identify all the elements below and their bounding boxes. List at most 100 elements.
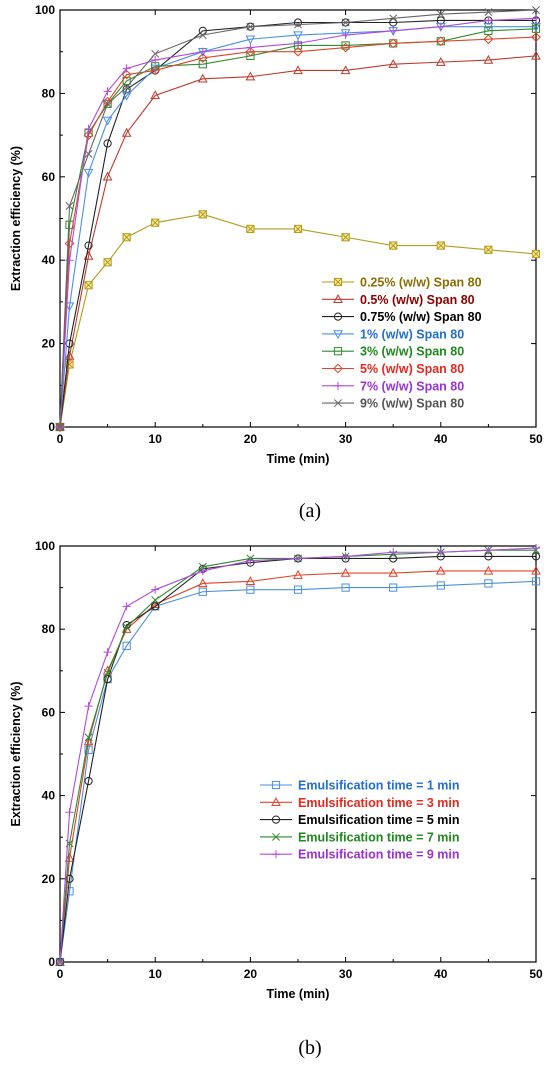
chart-a: 0 20 40 60 80 100 0 10 20 30 40 50 Time (min) Extract… [0,0,550,530]
x-tick-label: 10 [149,432,163,446]
data-point [197,53,208,63]
data-point [293,31,303,41]
data-point [340,65,351,75]
data-point [341,552,350,561]
legend-label: Emulsification time = 5 min [298,813,460,827]
legend-marker [271,797,281,806]
plot-frame [59,545,537,963]
data-point [389,26,398,35]
data-point [483,34,494,45]
data-point [103,675,112,684]
data-point [103,668,112,677]
data-point [293,18,303,27]
data-point [103,258,112,267]
data-point [246,556,255,565]
data-point [103,647,112,657]
data-point [436,241,445,250]
series-7 [55,14,541,432]
series-line [59,549,536,963]
series-3 [55,16,541,432]
data-point [121,91,132,101]
data-point [389,583,398,592]
data-point [293,65,303,75]
data-point [64,852,75,862]
data-point [84,776,93,786]
data-point [65,339,74,348]
data-point [198,47,207,56]
data-point [122,602,131,611]
data-point [293,585,303,594]
data-point [151,596,160,605]
data-point [103,87,112,96]
x-tick-label: 40 [434,967,448,981]
data-point [294,20,302,29]
data-point [484,16,493,25]
plot-frame [59,9,537,428]
data-point [84,702,93,711]
data-point [122,233,131,242]
x-tick-label: 50 [529,432,543,446]
chart-b-svg: 0 20 40 60 80 100 0 10 20 30 40 50 Time (min) Extract… [9,539,543,1059]
data-point [293,224,303,234]
data-point [122,620,131,630]
data-point [246,51,255,60]
data-point [197,73,208,83]
data-point [198,587,207,596]
series-2 [55,50,541,431]
series-line [59,570,536,963]
x-axis: 0 10 20 30 40 50 [57,546,543,981]
data-point [436,548,445,557]
series-line [59,9,537,428]
legend-label: 0.25% (w/w) Span 80 [360,276,482,290]
series-line [59,547,537,963]
series-line [59,19,536,428]
series-line [59,17,537,428]
data-point [122,85,131,94]
legend-label: Emulsification time = 3 min [298,796,460,810]
x-tick-label: 40 [434,432,448,446]
data-point [436,10,445,19]
legend-label: 3% (w/w) Span 80 [360,345,464,359]
series-1 [55,210,541,432]
data-point [340,29,351,39]
data-point [64,350,75,360]
data-point [150,65,161,76]
y-axis: 0 20 40 60 80 100 [35,3,536,434]
data-point [484,579,493,588]
panel-label: (a) [299,500,321,522]
data-point [293,569,303,579]
data-point [83,130,94,141]
data-point [340,567,351,577]
legend-marker [334,399,342,408]
legend-marker [333,294,343,303]
y-axis-label: Extraction efficiency (%) [9,681,23,826]
x-tick-label: 20 [244,432,258,446]
data-point [122,623,131,632]
legend-marker [333,381,343,390]
data-point [84,733,93,742]
data-point [531,577,541,586]
series-2 [55,565,541,966]
series-1 [55,577,541,967]
legend-label: 5% (w/w) Span 80 [360,362,464,376]
data-point [341,18,350,27]
y-tick-label: 80 [42,86,56,100]
data-point [84,149,93,158]
data-point [531,32,541,43]
legend-label: Emulsification time = 9 min [298,848,460,862]
series-5 [55,543,541,967]
series-line [59,555,536,963]
data-point [435,36,446,47]
legend-label: 0.75% (w/w) Span 80 [360,310,482,324]
legend-label: 7% (w/w) Span 80 [360,379,464,393]
data-point [83,736,94,746]
x-tick-label: 30 [339,432,353,446]
data-point [483,54,494,64]
data-point [84,745,93,754]
legend-label: 1% (w/w) Span 80 [360,327,464,341]
x-tick-label: 0 [57,432,64,446]
series-8 [56,6,540,431]
data-point [151,49,160,58]
x-tick-label: 10 [149,967,163,981]
legend-marker [272,832,280,841]
